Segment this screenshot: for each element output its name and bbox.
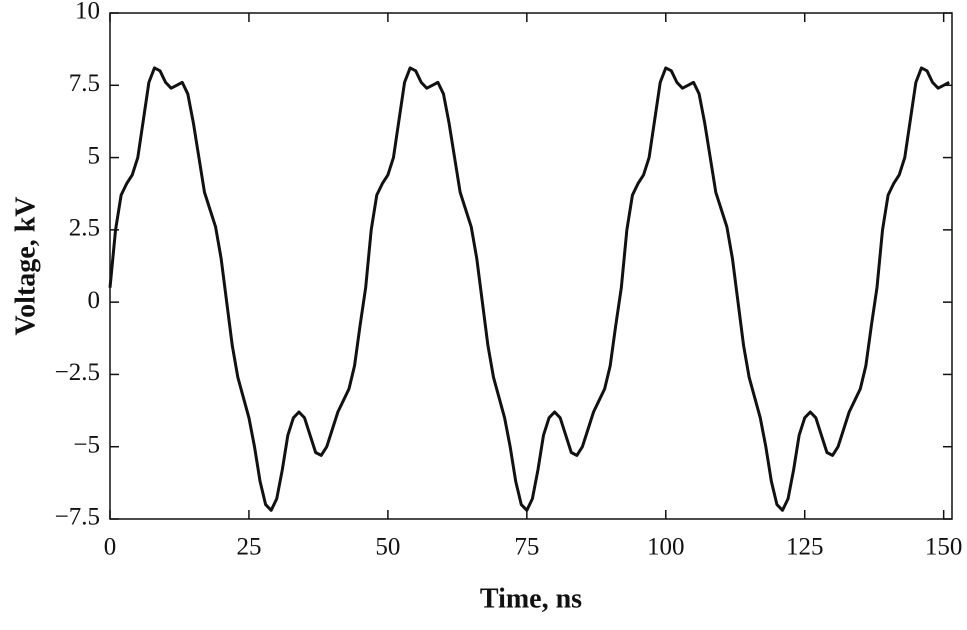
y-tick-label: −5 — [73, 431, 100, 458]
x-axis-label: Time, ns — [480, 583, 582, 614]
x-tick-label: 100 — [647, 534, 685, 561]
x-tick-label: 50 — [375, 534, 400, 561]
y-tick-label: 5 — [88, 142, 101, 169]
line-series — [108, 66, 950, 512]
plot-frame — [109, 12, 953, 520]
y-tick-label: 10 — [75, 0, 100, 25]
x-tick-label: 75 — [514, 534, 539, 561]
x-tick-label: 25 — [236, 534, 261, 561]
y-tick-label: 0 — [88, 287, 101, 314]
x-tick-label: 0 — [104, 534, 117, 561]
y-tick-label: 7.5 — [69, 70, 100, 97]
y-tick-label: −2.5 — [55, 359, 100, 386]
y-axis-label: Voltage, kV — [10, 197, 41, 336]
y-tick-label: 2.5 — [69, 215, 100, 242]
y-tick-label: −7.5 — [55, 504, 100, 531]
x-tick-label: 150 — [925, 534, 963, 561]
x-tick-label: 125 — [786, 534, 824, 561]
